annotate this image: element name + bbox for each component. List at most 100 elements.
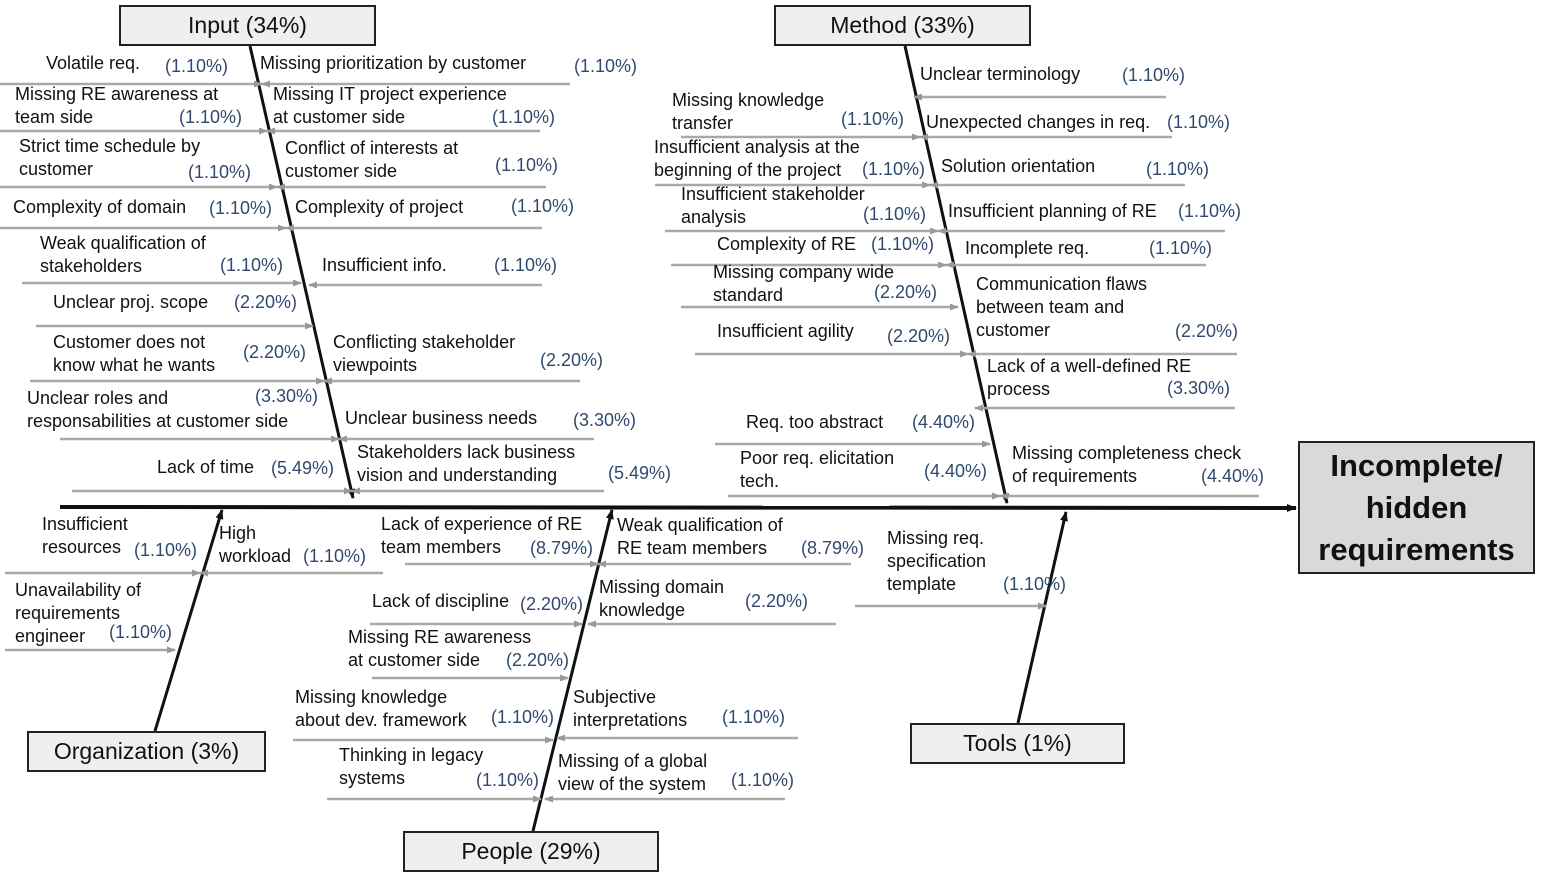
cause-percent-input: (1.10%) bbox=[511, 196, 575, 216]
cause-label-input: Missing IT project experience at custome… bbox=[273, 84, 507, 127]
cause-percent-method: (4.40%) bbox=[912, 412, 976, 432]
cause-percent-people: (1.10%) bbox=[731, 770, 795, 790]
cause-percent-people: (2.20%) bbox=[745, 591, 809, 611]
cause-percent-input: (2.20%) bbox=[540, 350, 604, 370]
effect-label: Incomplete/ hidden requirements bbox=[1318, 447, 1515, 567]
cause-label-people: Missing of a global view of the system bbox=[558, 751, 708, 794]
cause-label-input: Missing prioritization by customer bbox=[260, 53, 527, 73]
bone-tools bbox=[1016, 511, 1068, 724]
cause-label-tools: Missing req. specification template bbox=[887, 528, 987, 594]
bone-method bbox=[903, 45, 1009, 504]
cause-label-method: Solution orientation bbox=[941, 156, 1096, 176]
cause-label-people: Lack of discipline bbox=[372, 591, 510, 611]
cause-percent-method: (1.10%) bbox=[863, 204, 927, 224]
cause-label-method: Unexpected changes in req. bbox=[926, 112, 1151, 132]
cause-label-method: Lack of a well-defined RE process bbox=[987, 356, 1192, 399]
cause-percent-input: (1.10%) bbox=[220, 255, 284, 275]
bone-organization bbox=[153, 509, 224, 732]
cause-label-method: Communication flaws between team and cus… bbox=[976, 274, 1148, 340]
cause-label-method: Insufficient stakeholder analysis bbox=[681, 184, 865, 227]
cause-label-method: Insufficient analysis at the beginning o… bbox=[654, 137, 860, 180]
cause-label-input: Stakeholders lack business vision and un… bbox=[357, 442, 576, 485]
cause-percent-people: (8.79%) bbox=[801, 538, 865, 558]
spine-arrow bbox=[59, 503, 1297, 512]
cause-percent-input: (2.20%) bbox=[243, 342, 307, 362]
cause-percent-input: (1.10%) bbox=[495, 155, 559, 175]
cause-label-method: Insufficient planning of RE bbox=[948, 201, 1157, 221]
category-input: Input (34%) bbox=[119, 5, 376, 46]
cause-label-input: Conflict of interests at customer side bbox=[285, 138, 459, 181]
cause-percent-input: (1.10%) bbox=[165, 56, 229, 76]
cause-label-organization: Unavailability of requirements engineer bbox=[15, 580, 142, 646]
cause-percent-input: (3.30%) bbox=[255, 386, 319, 406]
cause-label-input: Unclear roles and responsabilities at cu… bbox=[27, 388, 289, 431]
cause-label-input: Strict time schedule by customer bbox=[19, 136, 201, 179]
cause-percent-method: (1.10%) bbox=[862, 159, 926, 179]
cause-label-people: Missing RE awareness at customer side bbox=[348, 627, 532, 670]
cause-label-people: Missing knowledge about dev. framework bbox=[295, 687, 467, 730]
cause-percent-method: (3.30%) bbox=[1167, 378, 1231, 398]
cause-percent-method: (1.10%) bbox=[1167, 112, 1231, 132]
category-method: Method (33%) bbox=[774, 5, 1031, 46]
effect-box: Incomplete/ hidden requirements bbox=[1298, 441, 1535, 574]
cause-label-input: Unclear business needs bbox=[345, 408, 538, 428]
cause-percent-organization: (1.10%) bbox=[109, 622, 173, 642]
cause-label-method: Unclear terminology bbox=[920, 64, 1081, 84]
category-people: People (29%) bbox=[403, 831, 659, 872]
cause-label-people: Weak qualification of RE team members bbox=[617, 515, 783, 558]
cause-percent-input: (1.10%) bbox=[209, 198, 273, 218]
category-organization: Organization (3%) bbox=[27, 731, 266, 772]
cause-label-input: Volatile req. bbox=[46, 53, 141, 73]
cause-label-people: Subjective interpretations bbox=[573, 687, 688, 730]
cause-percent-input: (1.10%) bbox=[179, 107, 243, 127]
cause-percent-people: (2.20%) bbox=[520, 594, 584, 614]
cause-percent-input: (5.49%) bbox=[608, 463, 672, 483]
cause-label-organization: High workload bbox=[219, 523, 292, 566]
cause-label-method: Req. too abstract bbox=[746, 412, 884, 432]
cause-label-method: Incomplete req. bbox=[965, 238, 1090, 258]
cause-percent-people: (1.10%) bbox=[722, 707, 786, 727]
cause-percent-people: (8.79%) bbox=[530, 538, 594, 558]
cause-percent-people: (2.20%) bbox=[506, 650, 570, 670]
cause-label-input: Customer does not know what he wants bbox=[53, 332, 216, 375]
cause-label-method: Insufficient agility bbox=[717, 321, 854, 341]
cause-percent-organization: (1.10%) bbox=[303, 546, 367, 566]
cause-percent-method: (4.40%) bbox=[1201, 466, 1265, 486]
cause-percent-method: (1.10%) bbox=[1149, 238, 1213, 258]
cause-label-method: Complexity of RE bbox=[717, 234, 857, 254]
cause-percent-method: (1.10%) bbox=[871, 234, 935, 254]
cause-percent-input: (1.10%) bbox=[492, 107, 556, 127]
cause-percent-method: (2.20%) bbox=[1175, 321, 1239, 341]
cause-label-method: Missing completeness check of requiremen… bbox=[1012, 443, 1242, 486]
cause-label-method: Missing knowledge transfer bbox=[672, 90, 825, 133]
cause-percent-input: (1.10%) bbox=[494, 255, 558, 275]
cause-percent-input: (3.30%) bbox=[573, 410, 637, 430]
cause-percent-method: (2.20%) bbox=[887, 326, 951, 346]
cause-label-input: Conflicting stakeholder viewpoints bbox=[333, 332, 516, 375]
cause-percent-organization: (1.10%) bbox=[134, 540, 198, 560]
cause-percent-people: (1.10%) bbox=[491, 707, 555, 727]
cause-label-method: Missing company wide standard bbox=[713, 262, 895, 305]
category-tools: Tools (1%) bbox=[910, 723, 1125, 764]
cause-percent-method: (1.10%) bbox=[1146, 159, 1210, 179]
cause-label-input: Insufficient info. bbox=[322, 255, 447, 275]
cause-percent-method: (1.10%) bbox=[1178, 201, 1242, 221]
cause-label-input: Lack of time bbox=[157, 457, 255, 477]
cause-percent-input: (1.10%) bbox=[188, 162, 252, 182]
cause-percent-input: (5.49%) bbox=[271, 458, 335, 478]
cause-label-input: Complexity of domain bbox=[13, 197, 187, 217]
cause-percent-tools: (1.10%) bbox=[1003, 574, 1067, 594]
cause-label-method: Poor req. elicitation tech. bbox=[740, 448, 895, 491]
cause-percent-people: (1.10%) bbox=[476, 770, 540, 790]
cause-label-organization: Insufficient resources bbox=[42, 514, 128, 557]
cause-label-input: Complexity of project bbox=[295, 197, 464, 217]
bone-input bbox=[248, 45, 355, 499]
cause-label-people: Thinking in legacy systems bbox=[339, 745, 484, 788]
cause-label-input: Missing RE awareness at team side bbox=[15, 84, 219, 127]
cause-label-input: Unclear proj. scope bbox=[53, 292, 209, 312]
cause-percent-method: (1.10%) bbox=[841, 109, 905, 129]
cause-percent-input: (1.10%) bbox=[574, 56, 638, 76]
cause-percent-method: (1.10%) bbox=[1122, 65, 1186, 85]
